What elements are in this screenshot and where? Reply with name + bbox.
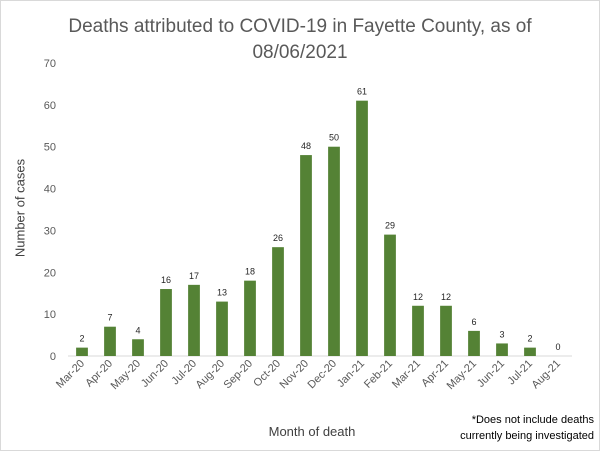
data-label: 12	[441, 292, 451, 302]
footnote: *Does not include deaths currently being…	[448, 412, 594, 444]
bar	[412, 305, 424, 356]
y-tick-label: 70	[44, 58, 56, 70]
footnote-line-1: *Does not include deaths	[471, 414, 594, 426]
x-tick-label: Jun-21	[475, 358, 507, 390]
x-tick-label: Mar-21	[390, 358, 423, 391]
y-tick-label: 30	[44, 225, 56, 237]
bar	[496, 343, 508, 356]
data-label: 17	[189, 271, 199, 281]
x-tick-label: Mar-20	[54, 358, 87, 391]
bar	[328, 146, 340, 356]
x-tick-label: Feb-21	[362, 358, 395, 391]
chart-title: Deaths attributed to COVID-19 in Fayette…	[60, 14, 540, 66]
bar	[216, 301, 228, 356]
data-label: 0	[555, 342, 560, 352]
data-label: 12	[413, 292, 423, 302]
data-label: 4	[135, 325, 140, 335]
y-tick-label: 40	[44, 184, 56, 196]
data-label: 61	[357, 87, 367, 97]
bar	[440, 305, 452, 356]
x-tick-label: Jan-21	[335, 358, 367, 390]
y-tick-label: 60	[44, 100, 56, 112]
bar	[188, 284, 200, 356]
bar	[468, 330, 480, 356]
chart-title-line-2: 08/06/2021	[252, 42, 348, 63]
bar	[356, 100, 368, 357]
y-tick-label: 20	[44, 267, 56, 279]
bar	[244, 280, 256, 356]
data-label: 6	[471, 317, 476, 327]
data-label: 50	[329, 133, 339, 143]
y-tick-label: 50	[44, 142, 56, 154]
bar	[76, 347, 88, 356]
x-tick-label: Jun-20	[139, 358, 171, 390]
data-label: 13	[217, 288, 227, 298]
footnote-line-2: currently being investigated	[460, 430, 594, 442]
chart-title-line-1: Deaths attributed to COVID-19 in Fayette…	[68, 16, 532, 37]
data-label: 3	[499, 329, 504, 339]
x-tick-label: Aug-21	[530, 358, 564, 392]
data-label: 2	[527, 334, 532, 344]
data-label: 16	[161, 275, 171, 285]
x-tick-label: Dec-20	[306, 358, 340, 392]
bar	[104, 326, 116, 356]
data-label: 2	[79, 334, 84, 344]
x-tick-label: Nov-20	[278, 358, 312, 392]
bar	[160, 289, 172, 356]
data-label: 29	[385, 221, 395, 231]
x-axis-label: Month of death	[268, 424, 356, 439]
x-tick-label: Aug-20	[194, 358, 228, 392]
data-label: 26	[273, 233, 283, 243]
y-tick-label: 10	[44, 309, 56, 321]
x-tick-label: May-20	[109, 358, 143, 392]
x-tick-label: Sep-20	[222, 358, 256, 392]
data-label: 48	[301, 141, 311, 151]
y-tick-label: 0	[50, 351, 56, 363]
data-label: 18	[245, 267, 255, 277]
bar	[132, 339, 144, 356]
bar	[524, 347, 536, 356]
data-label: 7	[107, 313, 112, 323]
bar	[300, 155, 312, 356]
bar	[384, 234, 396, 356]
x-tick-label: May-21	[445, 358, 479, 392]
bar	[272, 247, 284, 356]
